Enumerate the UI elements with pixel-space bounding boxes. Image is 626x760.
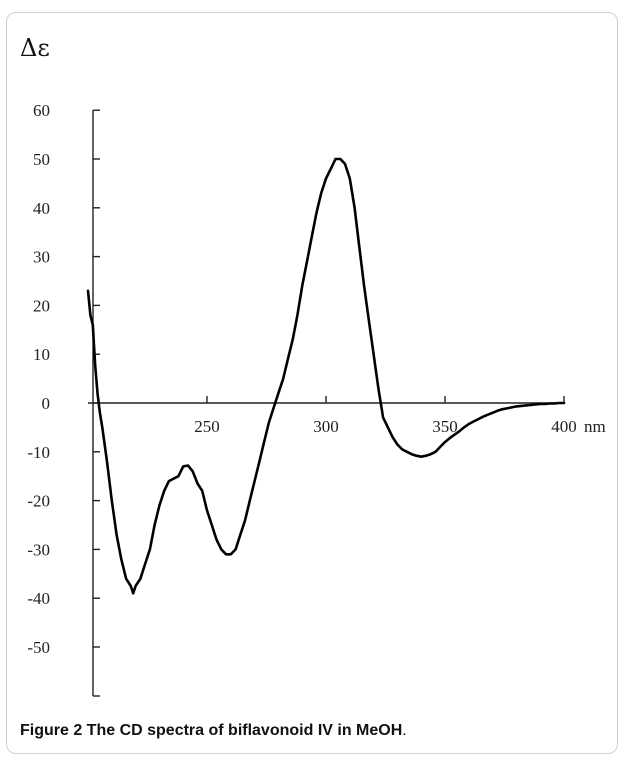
y-axis-label: Δε (20, 34, 50, 62)
y-tick-label: -40 (27, 589, 50, 608)
y-axis-ticks: 60 50 40 30 20 10 0 -10 -20 -30 -40 -50 (27, 101, 100, 696)
caption-end: . (402, 722, 406, 739)
cd-spectrum-line (88, 159, 564, 593)
y-tick-label: 20 (33, 296, 50, 315)
x-tick-label: 300 (313, 417, 339, 436)
cd-spectrum-chart: 60 50 40 30 20 10 0 -10 -20 -30 -40 -50 250 300 350 40… (0, 0, 626, 720)
y-tick-label: -20 (27, 492, 50, 511)
y-tick-label: -10 (27, 443, 50, 462)
x-tick-label: 250 (194, 417, 220, 436)
y-tick-label: 60 (33, 101, 50, 120)
y-tick-label: 40 (33, 199, 50, 218)
y-tick-label: -30 (27, 540, 50, 559)
x-tick-label: 350 (432, 417, 458, 436)
y-tick-label: 0 (42, 394, 51, 413)
x-axis-unit-label: nm (584, 417, 606, 436)
x-tick-label: 400 (551, 417, 577, 436)
series-lines (88, 159, 564, 593)
x-axis-ticks: 250 300 350 400 nm (194, 396, 605, 436)
y-tick-label: -50 (27, 638, 50, 657)
y-tick-label: 10 (33, 345, 50, 364)
figure-caption: Figure 2 The CD spectra of biflavonoid I… (20, 722, 407, 740)
caption-text: The CD spectra of biflavonoid IV in MeOH (82, 722, 402, 739)
y-tick-label: 50 (33, 150, 50, 169)
y-tick-label: 30 (33, 248, 50, 267)
caption-label: Figure 2 (20, 722, 82, 739)
